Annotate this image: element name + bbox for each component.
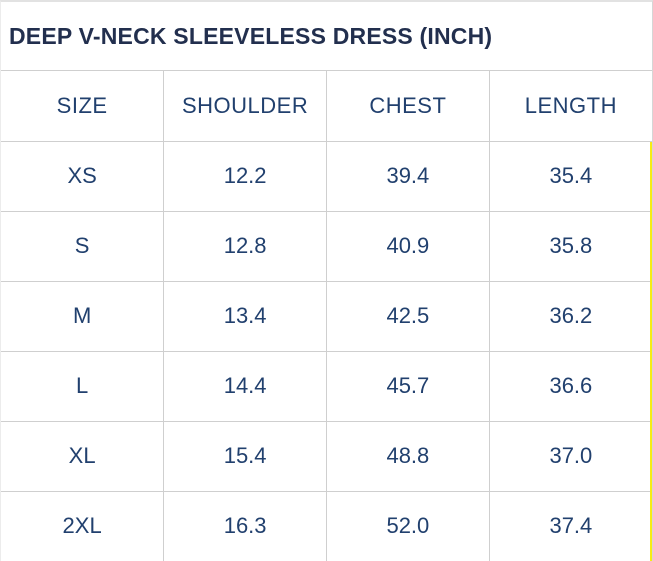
right-edge-highlight-strip	[650, 142, 652, 561]
size-cell: L	[1, 350, 165, 422]
header-row: SIZE SHOULDER CHEST LENGTH	[1, 71, 652, 142]
size-cell: XL	[1, 420, 165, 492]
table-row-s: S 12.8 40.9 35.8	[1, 210, 652, 282]
table-row-m: M 13.4 42.5 36.2	[1, 280, 652, 352]
measurement-cell: 37.4	[488, 490, 652, 561]
size-cell: 2XL	[1, 490, 165, 561]
table-row-l: L 14.4 45.7 36.6	[1, 350, 652, 422]
measurement-cell: 52.0	[326, 490, 490, 561]
column-header-chest: CHEST	[326, 71, 490, 142]
measurement-cell: 12.8	[163, 210, 327, 282]
column-header-length: LENGTH	[488, 71, 652, 142]
measurement-cell: 14.4	[163, 350, 327, 422]
measurement-cell: 13.4	[163, 280, 327, 352]
size-cell: XS	[1, 140, 165, 212]
measurement-cell: 12.2	[163, 140, 327, 212]
measurement-cell: 48.8	[326, 420, 490, 492]
measurement-cell: 36.2	[488, 280, 652, 352]
title-row: DEEP V-NECK SLEEVELESS DRESS (INCH)	[1, 2, 652, 71]
table-row-xs: XS 12.2 39.4 35.4	[1, 140, 652, 212]
measurement-cell: 42.5	[326, 280, 490, 352]
measurement-cell: 16.3	[163, 490, 327, 561]
size-cell: M	[1, 280, 165, 352]
chart-title: DEEP V-NECK SLEEVELESS DRESS (INCH)	[9, 22, 493, 49]
measurement-cell: 45.7	[326, 350, 490, 422]
measurement-cell: 37.0	[488, 420, 652, 492]
measurement-cell: 39.4	[326, 140, 490, 212]
measurement-cell: 40.9	[326, 210, 490, 282]
measurement-cell: 15.4	[163, 420, 327, 492]
column-header-size: SIZE	[1, 71, 165, 142]
size-cell: S	[1, 210, 165, 282]
size-chart-table: SIZE SHOULDER CHEST LENGTH XS 12.2 39.4 …	[1, 71, 652, 561]
column-header-shoulder: SHOULDER	[163, 71, 327, 142]
measurement-cell: 36.6	[488, 350, 652, 422]
measurement-cell: 35.8	[488, 210, 652, 282]
table-row-2xl: 2XL 16.3 52.0 37.4	[1, 490, 652, 561]
table-row-xl: XL 15.4 48.8 37.0	[1, 420, 652, 492]
measurement-cell: 35.4	[488, 140, 652, 212]
